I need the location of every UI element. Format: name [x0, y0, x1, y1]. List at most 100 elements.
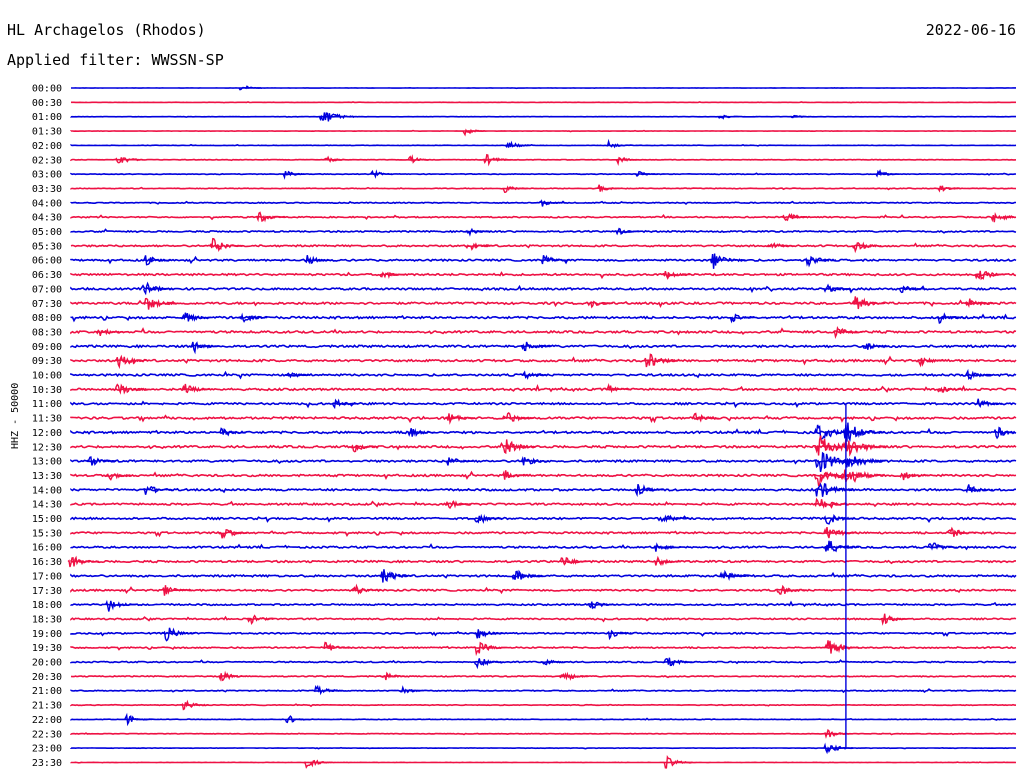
row-label: 17:30 [32, 586, 62, 597]
event-burst [473, 513, 504, 525]
trace-line [70, 615, 1017, 623]
event-burst [587, 601, 615, 610]
event-burst [237, 312, 268, 323]
event-burst [937, 185, 961, 193]
event-burst [209, 237, 244, 252]
row-label: 07:00 [32, 284, 62, 295]
row-label: 11:30 [32, 414, 62, 425]
event-burst [861, 343, 889, 350]
trace-line [70, 172, 1017, 176]
event-burst [606, 138, 630, 149]
trace-line [70, 499, 1017, 509]
event-burst [218, 529, 249, 539]
event-burst [936, 312, 965, 325]
event-burst [351, 444, 379, 453]
trace-line [70, 115, 1016, 118]
event-burst [379, 569, 414, 583]
event-burst [851, 241, 882, 254]
row-label: 09:30 [32, 356, 62, 367]
filter-label: Applied filter: WWSSN-SP [7, 51, 224, 69]
event-burst [181, 312, 211, 322]
row-label: 14:00 [32, 485, 62, 496]
event-burst [520, 341, 551, 352]
row-label: 16:00 [32, 543, 62, 554]
event-burst [142, 255, 171, 266]
event-burst [596, 184, 621, 193]
event-burst [284, 715, 311, 724]
event-burst [445, 500, 472, 510]
event-burst [662, 270, 691, 281]
event-burst [823, 513, 856, 525]
row-label: 15:00 [32, 514, 62, 525]
trace-line [70, 703, 1017, 708]
event-burst [842, 422, 884, 442]
event-burst [331, 398, 358, 410]
trace-line [70, 313, 1017, 323]
trace-line [70, 746, 1017, 750]
event-burst [504, 140, 531, 148]
event-burst [114, 354, 149, 370]
event-burst [473, 658, 504, 670]
event-burst [729, 313, 755, 324]
event-burst [67, 555, 100, 568]
event-burst [86, 456, 116, 466]
row-label: 01:30 [32, 127, 62, 138]
trace-line [70, 645, 1017, 651]
row-label: 00:30 [32, 98, 62, 109]
event-burst [180, 699, 209, 711]
event-burst [105, 472, 133, 481]
event-burst [663, 754, 693, 769]
event-burst [464, 227, 491, 237]
row-label: 04:00 [32, 198, 62, 209]
event-burst [880, 613, 910, 626]
event-burst [691, 412, 719, 423]
event-burst [990, 211, 1016, 223]
event-burst [663, 657, 693, 667]
event-burst [540, 254, 569, 265]
row-label: 10:30 [32, 385, 62, 396]
trace-line [70, 355, 1017, 366]
event-burst [781, 212, 810, 222]
event-burst [114, 157, 144, 164]
event-burst [766, 242, 794, 249]
trace-line [70, 370, 1017, 380]
row-label: 09:00 [32, 342, 62, 353]
event-burst [520, 455, 549, 466]
event-burst [606, 382, 632, 394]
trace-line [70, 271, 1017, 280]
event-burst [445, 457, 474, 466]
trace-line [70, 414, 1017, 424]
row-label: 13:30 [32, 471, 62, 482]
event-burst [502, 411, 534, 422]
event-burst [161, 585, 192, 596]
trace-line [70, 530, 1017, 538]
row-label: 20:00 [32, 658, 62, 669]
event-burst [823, 640, 860, 654]
row-label: 11:00 [32, 399, 62, 410]
event-burst [95, 328, 124, 337]
event-burst [218, 670, 247, 682]
event-burst [709, 253, 746, 269]
event-burst [823, 526, 858, 539]
date-label: 2022-06-16 [925, 21, 1016, 39]
trace-line [70, 158, 1017, 162]
event-burst [790, 114, 811, 119]
row-label: 16:30 [32, 557, 62, 568]
row-label: 15:30 [32, 528, 62, 539]
event-burst [974, 270, 1007, 281]
trace-line [70, 400, 1017, 409]
row-label: 18:30 [32, 614, 62, 625]
row-label: 21:30 [32, 701, 62, 712]
event-burst [653, 542, 681, 552]
event-burst [313, 684, 343, 696]
event-burst [539, 199, 564, 207]
row-label: 03:00 [32, 170, 62, 181]
event-burst [323, 641, 351, 651]
event-burst [303, 759, 332, 769]
row-label: 03:30 [32, 184, 62, 195]
row-label: 05:30 [32, 241, 62, 252]
event-burst [965, 484, 993, 494]
event-burst [842, 469, 885, 483]
row-label: 12:30 [32, 442, 62, 453]
event-burst [946, 526, 977, 537]
